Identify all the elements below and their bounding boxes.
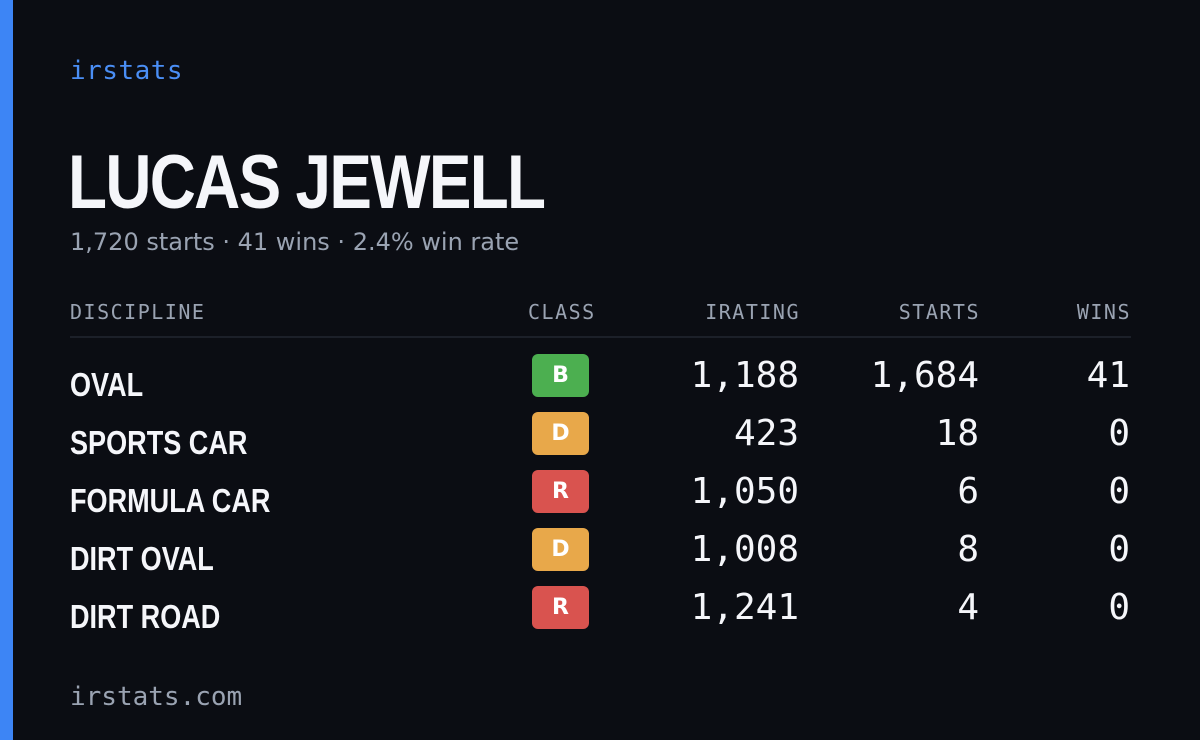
table-row: SPORTS CAR D 423 18 0 <box>70 412 1131 470</box>
header-wins: WINS <box>1076 300 1131 324</box>
table-row: OVAL B 1,188 1,684 41 <box>70 354 1131 412</box>
class-badge: B <box>532 354 589 397</box>
wins-value: 0 <box>1108 529 1130 570</box>
header-discipline: DISCIPLINE <box>70 300 206 324</box>
wins-value: 0 <box>1108 413 1130 454</box>
discipline-name: DIRT OVAL <box>70 540 214 577</box>
starts-value: 6 <box>957 471 979 512</box>
table-row: DIRT OVAL D 1,008 8 0 <box>70 528 1131 586</box>
stats-table: DISCIPLINE CLASS IRATING STARTS WINS OVA… <box>70 296 1131 644</box>
class-badge: D <box>532 412 589 455</box>
discipline-name: SPORTS CAR <box>70 424 248 461</box>
discipline-name: DIRT ROAD <box>70 598 221 635</box>
starts-value: 4 <box>957 587 979 628</box>
discipline-name: OVAL <box>70 366 144 403</box>
irating-value: 1,188 <box>690 355 799 396</box>
irating-value: 1,050 <box>690 471 799 512</box>
discipline-name: FORMULA CAR <box>70 482 271 519</box>
table-row: FORMULA CAR R 1,050 6 0 <box>70 470 1131 528</box>
irating-value: 1,008 <box>690 529 799 570</box>
brand-logo[interactable]: irstats <box>70 56 184 86</box>
player-summary: 1,720 starts · 41 wins · 2.4% win rate <box>70 228 520 256</box>
starts-value: 1,684 <box>870 355 979 396</box>
wins-value: 0 <box>1108 471 1130 512</box>
class-badge: R <box>532 470 589 513</box>
player-name: LUCAS JEWELL <box>68 140 546 225</box>
class-badge: D <box>532 528 589 571</box>
header-class: CLASS <box>528 300 596 324</box>
table-header: DISCIPLINE CLASS IRATING STARTS WINS <box>70 296 1131 338</box>
class-badge: R <box>532 586 589 629</box>
irating-value: 1,241 <box>690 587 799 628</box>
starts-value: 18 <box>935 413 979 454</box>
irating-value: 423 <box>733 413 799 454</box>
starts-value: 8 <box>957 529 979 570</box>
table-row: DIRT ROAD R 1,241 4 0 <box>70 586 1131 644</box>
header-starts: STARTS <box>898 300 980 324</box>
wins-value: 0 <box>1108 587 1130 628</box>
accent-bar <box>0 0 13 740</box>
table-body: OVAL B 1,188 1,684 41 SPORTS CAR D 423 1… <box>70 354 1131 644</box>
header-irating: IRATING <box>705 300 800 324</box>
footer-site-link[interactable]: irstats.com <box>70 682 243 712</box>
wins-value: 41 <box>1086 355 1130 396</box>
